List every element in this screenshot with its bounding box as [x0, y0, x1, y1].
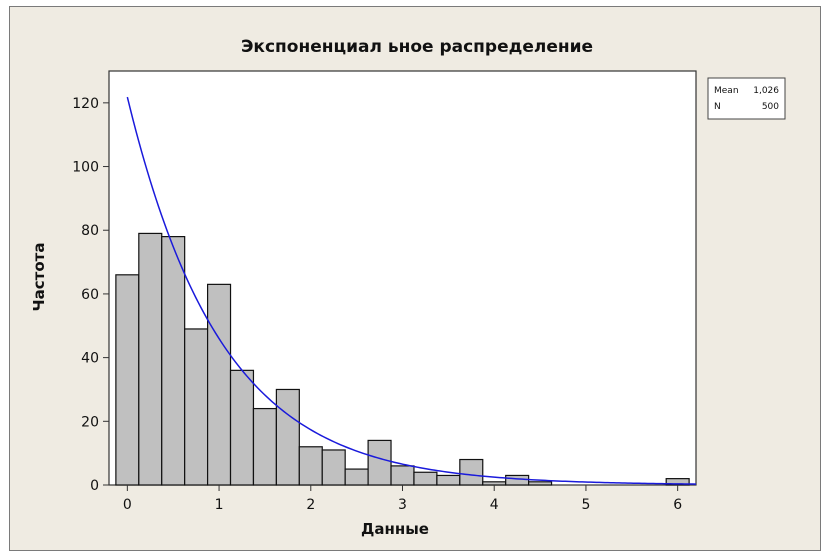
- x-axis-label: Данные: [361, 520, 429, 538]
- histogram-bar: [459, 458, 484, 486]
- histogram-bar: [321, 449, 346, 486]
- histogram-bar: [528, 481, 553, 486]
- histogram-bar: [413, 471, 438, 486]
- chart-frame: Экспоненциал ьное распределение Данные Ч…: [9, 6, 821, 551]
- legend: Mean 1,026 N 500: [707, 77, 786, 120]
- x-tick-label: 2: [306, 497, 315, 513]
- y-axis-label: Частота: [30, 243, 48, 312]
- chart-title: Экспоненциал ьное распределение: [241, 37, 593, 57]
- fit-curve: [126, 96, 697, 485]
- y-tick-label: 0: [90, 478, 99, 494]
- legend-mean-label: Mean: [714, 86, 739, 96]
- x-tick-label: 0: [123, 497, 132, 513]
- x-tick-label: 4: [490, 497, 499, 513]
- y-tick-label: 40: [81, 351, 99, 367]
- y-tick-label: 80: [81, 223, 99, 239]
- x-axis: 0 1 2 3 4 5 6: [123, 485, 682, 513]
- x-tick-label: 3: [398, 497, 407, 513]
- histogram-bar: [161, 236, 186, 486]
- histogram-bar: [115, 274, 140, 486]
- histogram-bar: [505, 474, 530, 486]
- legend-n-label: N: [714, 102, 721, 112]
- histogram-bar: [206, 283, 232, 486]
- legend-mean-value: 1,026: [753, 86, 779, 96]
- x-tick-label: 1: [215, 497, 224, 513]
- x-tick-label: 5: [581, 497, 590, 513]
- histogram-bar: [184, 328, 209, 486]
- y-tick-label: 60: [81, 287, 99, 303]
- histogram-bar: [275, 388, 300, 486]
- histogram-bar: [229, 369, 255, 486]
- legend-n-value: 500: [762, 102, 779, 112]
- histogram-bar: [298, 446, 323, 486]
- y-tick-label: 20: [81, 414, 99, 430]
- histogram-bar: [252, 407, 277, 486]
- histogram-bar: [344, 468, 369, 486]
- y-tick-label: 120: [72, 96, 99, 112]
- x-tick-label: 6: [673, 497, 682, 513]
- histogram-bar: [138, 232, 163, 486]
- histogram-bar: [436, 474, 461, 486]
- legend-box: [707, 77, 786, 120]
- histogram-bar: [390, 465, 415, 486]
- bars-group: [115, 232, 690, 486]
- y-axis: 0 20 40 60 80 100 120: [72, 96, 109, 494]
- y-tick-label: 100: [72, 160, 99, 176]
- histogram-bar: [367, 439, 392, 486]
- chart: Экспоненциал ьное распределение Данные Ч…: [30, 37, 786, 538]
- histogram-bar: [482, 481, 507, 486]
